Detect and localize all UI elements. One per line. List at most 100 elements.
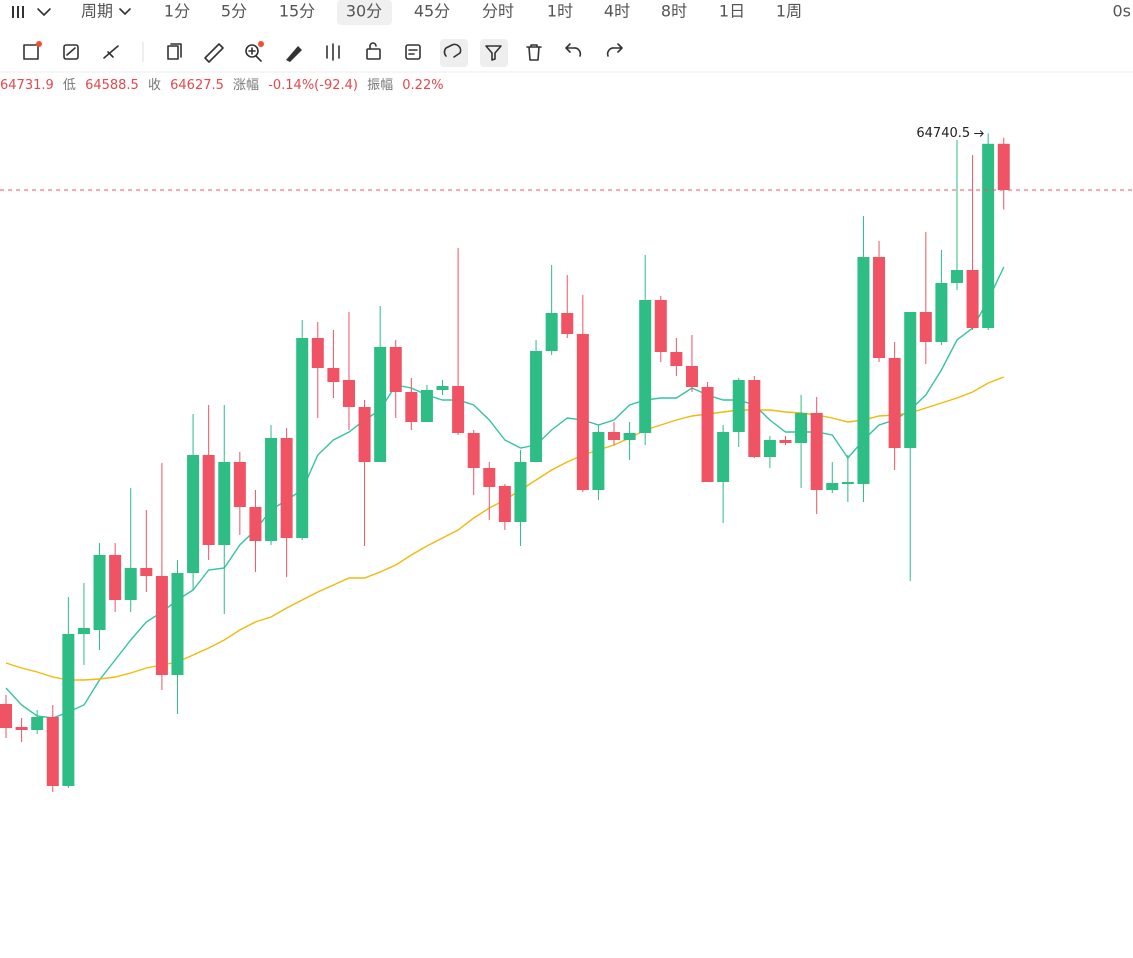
interval-tab[interactable]: 1周 [776, 2, 802, 21]
interval-tab[interactable]: 1时 [547, 2, 573, 21]
candle-body [608, 432, 621, 440]
selected-tab-bg [337, 0, 392, 25]
candle-body [124, 568, 137, 600]
candle-body [592, 432, 605, 490]
candle-body [327, 368, 340, 382]
candle-body [919, 312, 932, 342]
candle-body [280, 438, 293, 538]
interval-tab[interactable]: 1日 [719, 2, 745, 21]
period-label[interactable]: 周期 [81, 2, 113, 21]
tool[interactable] [167, 43, 182, 60]
tool[interactable] [63, 44, 79, 60]
close-label: 收 [148, 78, 161, 93]
candle-body [15, 727, 28, 730]
tool[interactable] [286, 46, 302, 62]
interval-tab[interactable]: 15分 [279, 2, 315, 21]
candle-body [810, 413, 823, 490]
candle-body [140, 568, 153, 576]
tool[interactable] [405, 44, 421, 60]
candle-body [748, 380, 761, 457]
candle-body [358, 407, 371, 462]
tool[interactable] [245, 41, 264, 62]
candle-body [155, 576, 168, 675]
candle-body [296, 338, 309, 538]
tool-bg [480, 39, 508, 67]
tool[interactable] [366, 42, 381, 60]
info-bar: 64731.9 低 64588.5 收 64627.5 涨幅 -0.14%(-9… [0, 78, 444, 93]
candle-body [904, 312, 917, 448]
low-label: 低 [63, 78, 76, 93]
tool[interactable] [565, 43, 582, 57]
candle-body [576, 334, 589, 490]
chart-type-switch[interactable] [12, 6, 51, 18]
amplitude-value: 0.22% [402, 78, 443, 93]
change-value: -0.14%(-92.4) [268, 78, 358, 93]
candle-body [467, 433, 480, 468]
candle-body [498, 486, 511, 522]
candle-body [717, 432, 730, 482]
tool[interactable] [204, 43, 224, 63]
candle-body [670, 352, 683, 366]
high-value: 64731.9 [0, 78, 54, 93]
tool[interactable] [606, 43, 623, 57]
candle-body [46, 717, 59, 786]
close-value: 64627.5 [170, 78, 224, 93]
drawing-toolbar [23, 39, 623, 67]
candle-body [514, 462, 527, 522]
tool[interactable] [23, 41, 42, 60]
interval-tab[interactable]: 45分 [414, 2, 450, 21]
low-value: 64588.5 [85, 78, 139, 93]
status: 0s [1112, 2, 1131, 21]
candle-body [483, 468, 496, 487]
candle-body [93, 555, 106, 630]
period-chevron [119, 8, 131, 15]
interval-tabs: 1分 5分 15分 30分 45分 分时 1时 4时 8时 1日 1周 [164, 2, 802, 21]
candle-body [873, 257, 886, 358]
change-label: 涨幅 [233, 78, 259, 93]
candle-body [0, 704, 12, 728]
candle-body [639, 300, 652, 433]
candle-body [935, 283, 948, 342]
candle-body [389, 347, 402, 392]
candle-body [982, 143, 995, 328]
candle-body [405, 392, 418, 422]
tool-bg [440, 39, 468, 67]
interval-tab[interactable]: 8时 [661, 2, 687, 21]
candle-body [436, 386, 449, 390]
candle-body [763, 440, 776, 457]
candle-body [561, 313, 574, 334]
candle-body [77, 628, 90, 634]
candle-body [950, 270, 963, 283]
tool[interactable] [443, 43, 462, 58]
interval-tab[interactable]: 4时 [604, 2, 630, 21]
candle-body [732, 380, 745, 432]
interval-tab[interactable]: 1分 [164, 2, 190, 21]
candle-body [171, 573, 184, 675]
candle-body [342, 380, 355, 407]
interval-tab[interactable]: 30分 [346, 2, 382, 21]
candle-body [62, 634, 75, 786]
interval-tab[interactable]: 5分 [221, 2, 247, 21]
candle-body [233, 462, 246, 507]
candle-body [841, 482, 854, 484]
tool[interactable] [326, 43, 340, 61]
candle-body [857, 257, 870, 484]
candle-body [826, 483, 839, 490]
interval-tab[interactable]: 分时 [482, 2, 514, 21]
tool[interactable] [103, 45, 119, 59]
high-annotation: 64740.5 [916, 126, 970, 141]
candle-body [374, 347, 387, 462]
candle-body [888, 358, 901, 448]
candle-body [311, 338, 324, 368]
candle-body [452, 386, 465, 433]
candle-body [420, 390, 433, 422]
tool[interactable] [526, 44, 542, 61]
candle-body [654, 300, 667, 352]
candle-body [997, 143, 1010, 190]
tool[interactable] [485, 45, 502, 61]
candle-body [966, 270, 979, 328]
candle-body [685, 366, 698, 387]
candle-body [187, 455, 200, 573]
